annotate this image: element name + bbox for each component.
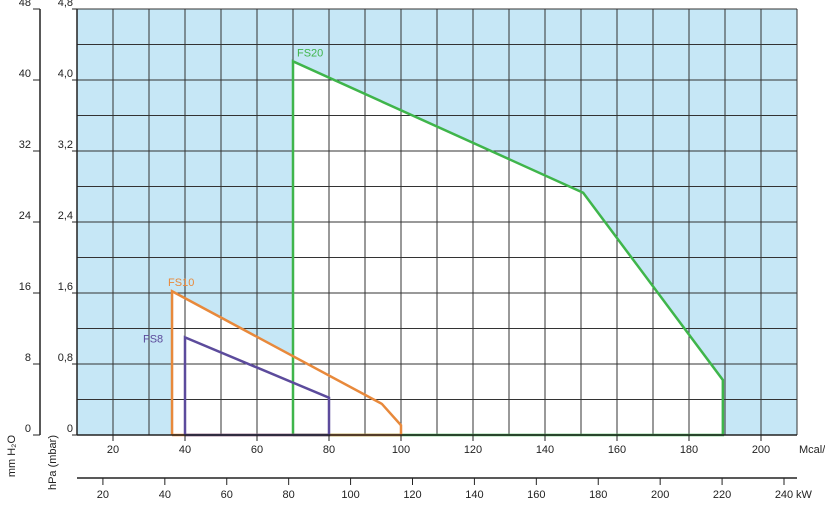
x2-tick-label: 180 <box>589 489 607 501</box>
x-tick-label: 160 <box>608 444 626 456</box>
x-tick-label: 40 <box>179 444 191 456</box>
x2-tick-label: 200 <box>651 489 669 501</box>
y2-axis-title: mm H₂O <box>6 435 18 478</box>
y-tick-label: 4,0 <box>58 68 73 80</box>
series-label: FS8 <box>143 333 163 345</box>
y2-tick-label: 8 <box>25 352 31 364</box>
y2-tick-label: 40 <box>19 68 31 80</box>
y-tick-label: 1,6 <box>58 281 73 293</box>
y-axis-title: hPa (mbar) <box>47 435 59 490</box>
x2-tick-label: 60 <box>221 489 233 501</box>
x-tick-label: 100 <box>392 444 410 456</box>
working-field-fill <box>293 61 723 436</box>
x2-tick-label: 160 <box>527 489 545 501</box>
x-tick-label: 120 <box>464 444 482 456</box>
x-tick-label: 20 <box>107 444 119 456</box>
y2-tick-label: 32 <box>19 139 31 151</box>
x2-tick-label: 20 <box>97 489 109 501</box>
x2-axis-title: kW <box>796 489 813 501</box>
y-tick-label: 0,8 <box>58 352 73 364</box>
x-tick-label: 140 <box>536 444 554 456</box>
series-label: FS10 <box>168 277 194 289</box>
x-tick-label: 60 <box>251 444 263 456</box>
x2-tick-label: 80 <box>283 489 295 501</box>
x2-tick-label: 140 <box>465 489 483 501</box>
x2-tick-label: 100 <box>341 489 359 501</box>
y2-tick-label: 0 <box>25 423 31 435</box>
x-tick-label: 180 <box>680 444 698 456</box>
x-axis-title: Mcal/h <box>799 444 825 456</box>
y-tick-label: 3,2 <box>58 139 73 151</box>
x-tick-label: 80 <box>323 444 335 456</box>
y-tick-label: 2,4 <box>58 210 73 222</box>
y-tick-label: 4,8 <box>58 0 73 9</box>
x2-tick-label: 220 <box>713 489 731 501</box>
y2-tick-label: 48 <box>19 0 31 9</box>
y2-tick-label: 24 <box>19 210 31 222</box>
series-label: FS20 <box>297 47 323 59</box>
x2-tick-label: 40 <box>159 489 171 501</box>
y-tick-label: 0 <box>67 423 73 435</box>
x2-tick-label: 240 <box>775 489 793 501</box>
y2-tick-label: 16 <box>19 281 31 293</box>
x-tick-label: 200 <box>752 444 770 456</box>
x2-tick-label: 120 <box>403 489 421 501</box>
